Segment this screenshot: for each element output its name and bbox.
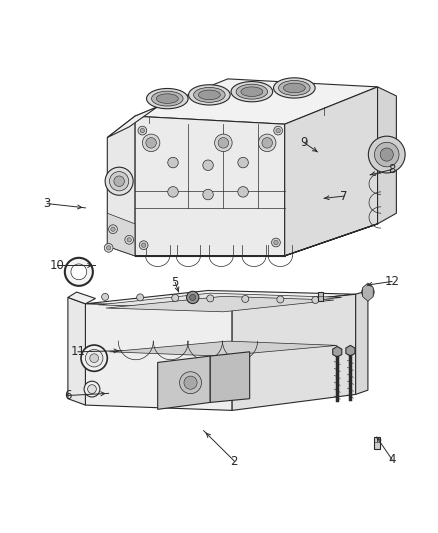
Text: 4: 4 (388, 453, 396, 466)
Polygon shape (333, 346, 342, 357)
Polygon shape (107, 116, 135, 256)
Text: 10: 10 (49, 259, 64, 272)
Circle shape (368, 136, 405, 173)
Circle shape (141, 243, 146, 247)
Polygon shape (356, 290, 368, 394)
Circle shape (312, 296, 319, 303)
Text: 8: 8 (389, 163, 396, 176)
Circle shape (138, 126, 147, 135)
Ellipse shape (194, 87, 225, 102)
Circle shape (238, 187, 248, 197)
Circle shape (85, 350, 103, 367)
Text: 11: 11 (71, 345, 85, 358)
Polygon shape (85, 290, 356, 308)
Circle shape (274, 126, 283, 135)
Polygon shape (318, 292, 323, 301)
Circle shape (207, 295, 214, 302)
Ellipse shape (198, 90, 220, 100)
Ellipse shape (152, 91, 183, 106)
Polygon shape (232, 294, 356, 410)
Ellipse shape (236, 84, 268, 99)
Text: 9: 9 (300, 136, 308, 149)
Polygon shape (210, 352, 250, 402)
Circle shape (362, 286, 374, 298)
Circle shape (105, 167, 133, 195)
Polygon shape (107, 107, 158, 138)
Ellipse shape (231, 82, 272, 102)
Polygon shape (374, 437, 380, 449)
Circle shape (274, 240, 278, 245)
Circle shape (140, 128, 145, 133)
Polygon shape (378, 87, 396, 224)
Circle shape (258, 134, 276, 151)
Text: 5: 5 (172, 276, 179, 289)
Circle shape (142, 134, 160, 151)
Circle shape (262, 138, 272, 148)
Circle shape (114, 176, 124, 187)
Polygon shape (110, 341, 337, 356)
Text: 6: 6 (64, 389, 72, 402)
Circle shape (110, 172, 129, 191)
Ellipse shape (279, 80, 310, 95)
Circle shape (146, 138, 156, 148)
Circle shape (109, 225, 117, 233)
Circle shape (374, 142, 399, 167)
Polygon shape (135, 116, 285, 256)
Circle shape (184, 376, 197, 389)
Circle shape (190, 294, 196, 301)
Circle shape (203, 189, 213, 200)
Polygon shape (85, 304, 232, 410)
Circle shape (102, 293, 109, 301)
Polygon shape (99, 293, 342, 309)
Circle shape (90, 354, 99, 362)
Circle shape (104, 244, 113, 252)
Circle shape (81, 345, 107, 372)
Circle shape (111, 227, 115, 231)
Circle shape (71, 264, 87, 280)
Circle shape (65, 258, 93, 286)
Text: 7: 7 (340, 190, 348, 203)
Circle shape (242, 295, 249, 302)
Ellipse shape (146, 88, 188, 109)
Polygon shape (107, 213, 135, 256)
Circle shape (139, 241, 148, 249)
Circle shape (180, 372, 201, 394)
Polygon shape (346, 345, 355, 356)
Ellipse shape (273, 78, 315, 98)
Circle shape (84, 381, 100, 397)
Ellipse shape (241, 87, 263, 96)
Polygon shape (363, 283, 373, 301)
Circle shape (187, 291, 199, 304)
Circle shape (218, 138, 229, 148)
Circle shape (137, 294, 144, 301)
Polygon shape (135, 79, 378, 124)
Circle shape (127, 238, 131, 242)
Text: 12: 12 (385, 275, 399, 288)
Ellipse shape (156, 94, 178, 103)
Circle shape (272, 238, 280, 247)
Circle shape (106, 246, 111, 250)
Polygon shape (135, 224, 378, 256)
Circle shape (277, 296, 284, 303)
Text: 3: 3 (44, 197, 51, 210)
Circle shape (276, 128, 280, 133)
Polygon shape (158, 356, 210, 409)
Circle shape (168, 157, 178, 168)
Circle shape (88, 385, 96, 393)
Polygon shape (68, 292, 95, 304)
Ellipse shape (283, 83, 305, 93)
Circle shape (172, 294, 179, 301)
Circle shape (238, 157, 248, 168)
Ellipse shape (188, 85, 230, 105)
Polygon shape (68, 297, 85, 405)
Circle shape (168, 187, 178, 197)
Polygon shape (106, 296, 334, 312)
Circle shape (203, 160, 213, 171)
Circle shape (215, 134, 232, 151)
Circle shape (380, 148, 393, 161)
Text: 2: 2 (230, 455, 238, 467)
Circle shape (125, 236, 134, 244)
Polygon shape (285, 87, 378, 256)
